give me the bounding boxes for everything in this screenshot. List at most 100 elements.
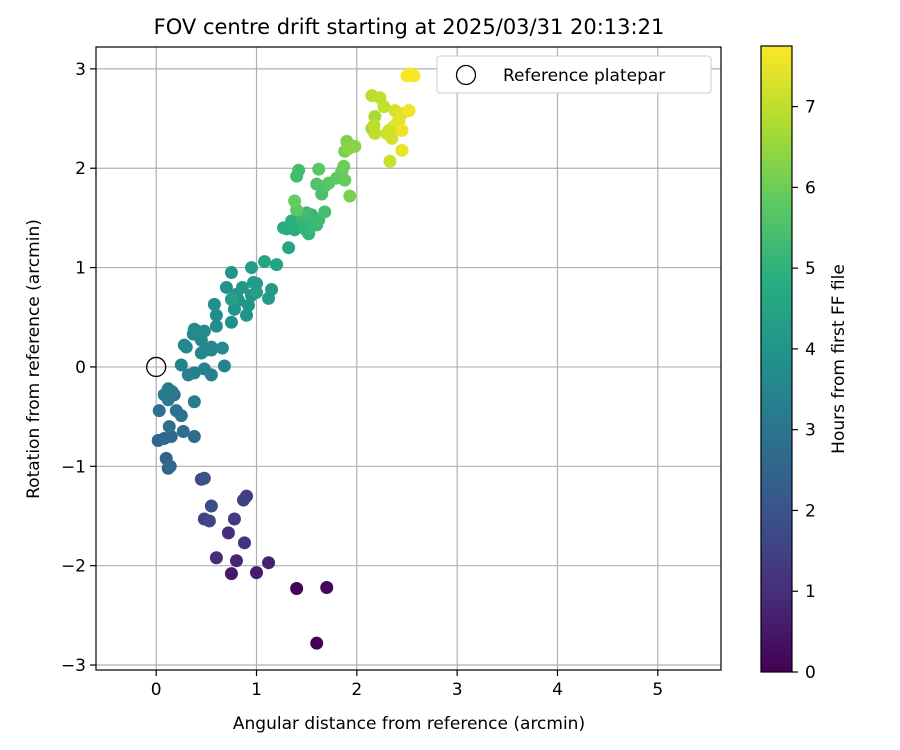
colorbar-tick-label: 1 [805, 582, 816, 602]
colorbar-tick-label: 7 [805, 98, 816, 118]
x-tick-label: 4 [552, 680, 563, 700]
data-point [236, 493, 250, 507]
data-point [338, 173, 352, 187]
data-point [383, 154, 397, 168]
data-point [343, 189, 357, 203]
data-point [262, 556, 276, 570]
data-point [318, 205, 332, 219]
data-point [224, 292, 238, 306]
data-point [202, 514, 216, 528]
data-point [367, 118, 381, 132]
colorbar-tick-label: 4 [805, 340, 816, 360]
data-point [282, 241, 296, 255]
x-tick-label: 3 [452, 680, 463, 700]
colorbar-tick-label: 5 [805, 259, 816, 279]
y-tick-label: 2 [75, 159, 86, 179]
data-point [174, 409, 188, 423]
data-point [209, 319, 223, 333]
data-point [161, 393, 175, 407]
legend: Reference platepar [436, 55, 712, 94]
data-point [163, 459, 177, 473]
data-point [382, 123, 396, 137]
colorbar-tick-label: 2 [805, 501, 816, 521]
data-point [288, 194, 302, 208]
data-point [258, 255, 272, 269]
data-point [217, 359, 231, 373]
plot-frame [95, 46, 722, 671]
data-point [219, 280, 233, 294]
legend-entry-label: Reference platepar [503, 66, 665, 86]
data-point [377, 100, 391, 114]
data-point [290, 582, 304, 596]
data-point [239, 308, 253, 322]
data-point [157, 431, 171, 445]
data-point [187, 429, 201, 443]
x-tick-label: 5 [652, 680, 663, 700]
data-point [300, 206, 314, 220]
data-point [162, 420, 176, 434]
data-point [207, 297, 221, 311]
legend-box [436, 55, 712, 94]
data-point [197, 362, 211, 376]
data-point [402, 104, 416, 118]
data-point [241, 298, 255, 312]
data-point [395, 123, 409, 137]
data-point [224, 266, 238, 280]
data-point [235, 280, 249, 294]
data-point [320, 581, 334, 595]
data-point [197, 471, 211, 485]
colorbar-tick-label: 6 [805, 178, 816, 198]
data-point [312, 162, 326, 176]
chart-title: FOV centre drift starting at 2025/03/31 … [154, 15, 665, 39]
y-axis-label: Rotation from reference (arcmin) [24, 219, 44, 499]
data-point [174, 358, 188, 372]
data-point [247, 275, 261, 289]
x-axis-label: Angular distance from reference (arcmin) [233, 714, 585, 734]
y-tick-label: 0 [75, 358, 86, 378]
y-tick-label: 3 [75, 60, 86, 80]
colorbar-gradient [760, 45, 793, 673]
data-point [209, 551, 223, 565]
data-point [176, 425, 190, 439]
y-tick-label: −2 [61, 557, 86, 577]
data-point [227, 512, 241, 526]
data-point [310, 177, 324, 191]
x-axis-ticks: 0 1 2 3 4 5 [151, 670, 663, 700]
data-point [250, 285, 264, 299]
data-point [187, 395, 201, 409]
data-points [151, 67, 421, 650]
data-point [237, 536, 251, 550]
y-axis-ticks: −3 −2 −1 0 1 2 3 [61, 60, 96, 676]
data-point [250, 566, 264, 580]
data-point [187, 322, 201, 336]
data-point [292, 163, 306, 177]
data-point [152, 404, 166, 418]
x-tick-label: 0 [151, 680, 162, 700]
reference-marker [146, 356, 167, 378]
data-point [221, 526, 235, 540]
colorbar-label: Hours from first FF file [829, 264, 849, 454]
data-point [244, 261, 258, 275]
data-point [395, 143, 409, 157]
data-point [215, 341, 229, 355]
x-tick-label: 1 [251, 680, 262, 700]
data-point [265, 282, 279, 296]
data-point [407, 69, 421, 83]
colorbar-tick-label: 3 [805, 421, 816, 441]
data-point [187, 366, 201, 380]
data-point [310, 636, 324, 650]
data-point [337, 159, 351, 173]
colorbar-ticks: 0 1 2 3 4 5 6 7 [792, 98, 816, 683]
data-point [229, 554, 243, 568]
data-point [270, 258, 284, 272]
data-point [204, 499, 218, 513]
x-tick-label: 2 [351, 680, 362, 700]
data-point [209, 308, 223, 322]
y-tick-label: 1 [75, 259, 86, 279]
data-point [204, 340, 218, 354]
data-point [285, 214, 299, 228]
data-point [177, 338, 191, 352]
legend-reference-marker-icon [455, 64, 477, 86]
